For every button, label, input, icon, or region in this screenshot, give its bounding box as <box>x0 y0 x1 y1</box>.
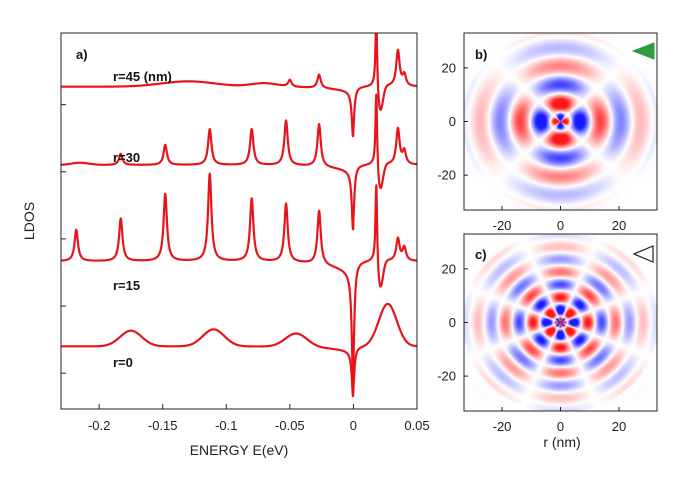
ldos-x-ticks: -0.2 -0.15 -0.1 -0.05 0 0.05 <box>88 404 430 433</box>
ldos-panel: -0.2 -0.15 -0.1 -0.05 0 0.05 a) ENERGY E(eV) … <box>21 32 430 458</box>
map-x-axis-label: r (nm) <box>543 434 580 450</box>
ldos-axes-frame <box>60 32 418 410</box>
map-y-tick-label: 20 <box>442 261 456 276</box>
map-y-tick-label: -20 <box>437 369 456 384</box>
x-tick-label: -0.1 <box>215 418 237 433</box>
ldos-map-b <box>464 33 657 210</box>
map-x-tick-label: -20 <box>493 218 512 233</box>
curve-label-r15: r=15 <box>113 278 140 293</box>
curve-label-r30: r=30 <box>113 150 140 165</box>
curve-label-r0: r=0 <box>113 355 133 370</box>
map-x-tick-label: -20 <box>493 419 512 434</box>
ldos-curve-15 <box>61 172 417 382</box>
ldos-curve-45 <box>61 33 417 138</box>
curve-label-r45: r=45 (nm) <box>113 69 172 84</box>
map-x-tick-label: 0 <box>557 218 564 233</box>
map-c-ticks: -20 0 20 -20 0 20 <box>437 261 626 434</box>
panel-b-label: b) <box>475 47 487 62</box>
map-x-tick-label: 20 <box>612 419 626 434</box>
open-triangle-marker <box>632 245 654 263</box>
map-y-tick-label: 20 <box>442 60 456 75</box>
x-tick-label: -0.15 <box>148 418 178 433</box>
map-panel-b: -20 0 20 -20 0 20 b) <box>437 32 658 233</box>
ldos-map-c <box>464 234 657 411</box>
ldos-x-axis-label: ENERGY E(eV) <box>190 442 289 458</box>
map-x-tick-label: 20 <box>612 218 626 233</box>
map-panel-c: -20 0 20 -20 0 20 c) r (nm) <box>437 233 658 450</box>
map-x-tick-label: 0 <box>557 419 564 434</box>
map-y-tick-label: -20 <box>437 168 456 183</box>
map-y-tick-label: 0 <box>449 315 456 330</box>
x-tick-label: 0 <box>350 418 357 433</box>
map-y-tick-label: 0 <box>449 114 456 129</box>
ldos-curve-30 <box>61 93 417 231</box>
x-tick-label: 0.05 <box>404 418 429 433</box>
panel-a-label: a) <box>76 47 88 62</box>
ldos-y-axis-label: LDOS <box>21 202 37 240</box>
filled-triangle-marker <box>631 42 655 60</box>
map-b-ticks: -20 0 20 -20 0 20 <box>437 60 626 233</box>
x-tick-label: -0.2 <box>88 418 110 433</box>
ldos-curve-0 <box>61 302 417 398</box>
x-tick-label: -0.05 <box>275 418 305 433</box>
panel-c-label: c) <box>475 247 487 262</box>
ldos-y-ticks <box>61 104 66 374</box>
ldos-series-group <box>61 33 417 398</box>
